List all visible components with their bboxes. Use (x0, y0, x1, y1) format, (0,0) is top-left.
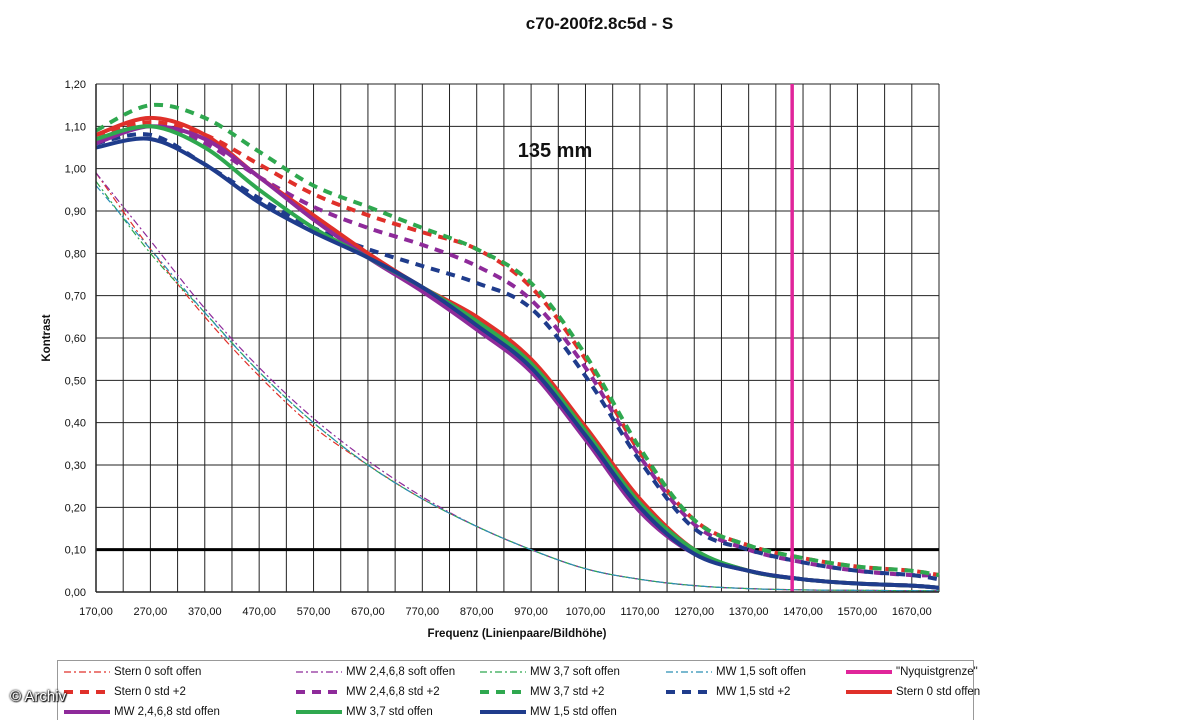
series-line-2 (95, 181, 940, 592)
legend-label: MW 1,5 std offen (530, 706, 617, 718)
x-tick-label: 470,00 (242, 606, 276, 618)
legend-swatch (666, 690, 712, 694)
x-tick-label: 370,00 (188, 606, 222, 618)
x-tick-label: 1170,00 (620, 606, 659, 618)
legend-swatch (64, 671, 110, 673)
legend-swatch (846, 690, 892, 694)
legend-swatch (64, 710, 110, 714)
x-axis-label: Frequenz (Linienpaare/Bildhöhe) (428, 628, 607, 640)
x-tick-label: 770,00 (405, 606, 439, 618)
legend-swatch (64, 690, 110, 694)
y-tick-label: 1,10 (65, 121, 86, 133)
chart-plot: 170,00 270,00 370,00 470,00 570,00 670,00 770,… (41, 79, 940, 640)
x-tick-label: 1370,00 (729, 606, 769, 618)
series-group (95, 84, 940, 592)
legend-label: MW 3,7 soft offen (530, 666, 620, 678)
x-tick-label: 1070,00 (566, 606, 606, 618)
focal-length-annotation: 135 mm (518, 140, 593, 162)
y-tick-label: 0,90 (65, 206, 86, 218)
y-tick-label: 0,80 (65, 248, 86, 260)
x-tick-label: 1270,00 (674, 606, 714, 618)
y-tick-label: 1,20 (65, 79, 86, 91)
legend-swatch (846, 670, 892, 674)
x-tick-label: 1570,00 (838, 606, 878, 618)
legend-swatch (480, 690, 526, 694)
grid (95, 83, 940, 593)
series-line-3 (95, 185, 940, 592)
axes: 170,00 270,00 370,00 470,00 570,00 670,00 770,… (65, 79, 939, 618)
y-axis-label: Kontrast (41, 314, 53, 361)
y-tick-label: 0,00 (65, 587, 86, 599)
legend-label: Stern 0 soft offen (114, 666, 202, 678)
legend-label: "Nyquistgrenze" (896, 666, 978, 678)
series-line-0 (95, 172, 940, 592)
chart-title: c70-200f2.8c5d - S (525, 14, 674, 33)
y-tick-label: 1,00 (65, 164, 86, 176)
series-line-8 (95, 132, 940, 582)
legend-label: MW 2,4,6,8 soft offen (346, 666, 456, 678)
legend-label: MW 1,5 soft offen (716, 666, 806, 678)
legend-label: MW 2,4,6,8 std +2 (346, 686, 440, 698)
y-tick-label: 0,60 (65, 333, 86, 345)
y-tick-label: 0,40 (65, 418, 86, 430)
legend-label: MW 3,7 std offen (346, 706, 433, 718)
legend-swatch (666, 671, 712, 673)
x-tick-label: 570,00 (297, 606, 331, 618)
y-tick-label: 0,50 (65, 375, 86, 387)
legend-swatch (296, 671, 342, 673)
y-tick-label: 0,30 (65, 460, 86, 472)
legend-swatch (296, 710, 342, 714)
legend-label: MW 2,4,6,8 std offen (114, 706, 220, 718)
x-tick-label: 1470,00 (783, 606, 823, 618)
legend-label: MW 3,7 std +2 (530, 686, 605, 698)
y-tick-label: 0,20 (65, 502, 86, 514)
legend-swatch (480, 710, 526, 714)
x-tick-label: 1670,00 (892, 606, 932, 618)
legend-swatch (296, 690, 342, 694)
x-tick-label: 970,00 (514, 606, 548, 618)
series-line-12 (95, 136, 940, 590)
legend-label: MW 1,5 std +2 (716, 686, 791, 698)
x-tick-label: 170,00 (79, 606, 113, 618)
legend-label: Stern 0 std +2 (114, 686, 186, 698)
x-tick-label: 670,00 (351, 606, 385, 618)
y-tick-label: 0,10 (65, 545, 86, 557)
series-line-7 (95, 102, 940, 578)
x-tick-label: 270,00 (134, 606, 168, 618)
series-line-1 (95, 172, 940, 592)
legend-label: Stern 0 std offen (896, 686, 981, 698)
x-tick-label: 870,00 (460, 606, 494, 618)
legend: Stern 0 soft offen MW 2,4,6,8 soft offen M… (57, 660, 980, 720)
y-tick-label: 0,70 (65, 291, 86, 303)
legend-swatch (480, 671, 526, 673)
watermark: © Archiv (10, 688, 67, 705)
